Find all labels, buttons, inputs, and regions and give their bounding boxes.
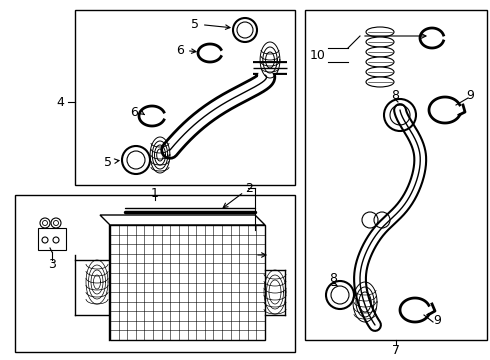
Ellipse shape: [366, 67, 394, 77]
Text: 5: 5: [104, 156, 119, 168]
Text: 9: 9: [433, 314, 441, 327]
Text: 6: 6: [176, 44, 196, 57]
Text: 3: 3: [48, 258, 56, 271]
Text: 1: 1: [151, 186, 159, 199]
Text: 4: 4: [56, 95, 64, 108]
Bar: [305, 10, 487, 340]
Ellipse shape: [366, 77, 394, 87]
Ellipse shape: [366, 37, 394, 47]
Ellipse shape: [366, 47, 394, 57]
Ellipse shape: [366, 27, 394, 37]
Polygon shape: [100, 215, 265, 225]
Polygon shape: [110, 225, 265, 340]
Bar: [75, 10, 295, 185]
Text: 2: 2: [245, 181, 253, 194]
Text: 8: 8: [329, 271, 337, 284]
Ellipse shape: [366, 57, 394, 67]
Text: 6: 6: [130, 105, 138, 118]
Text: 5: 5: [191, 18, 230, 31]
Text: 7: 7: [392, 343, 400, 356]
Text: 8: 8: [391, 89, 399, 102]
Bar: [38, 228, 66, 250]
Text: 10: 10: [310, 49, 326, 62]
Text: 9: 9: [466, 89, 474, 102]
Bar: [15, 195, 295, 352]
